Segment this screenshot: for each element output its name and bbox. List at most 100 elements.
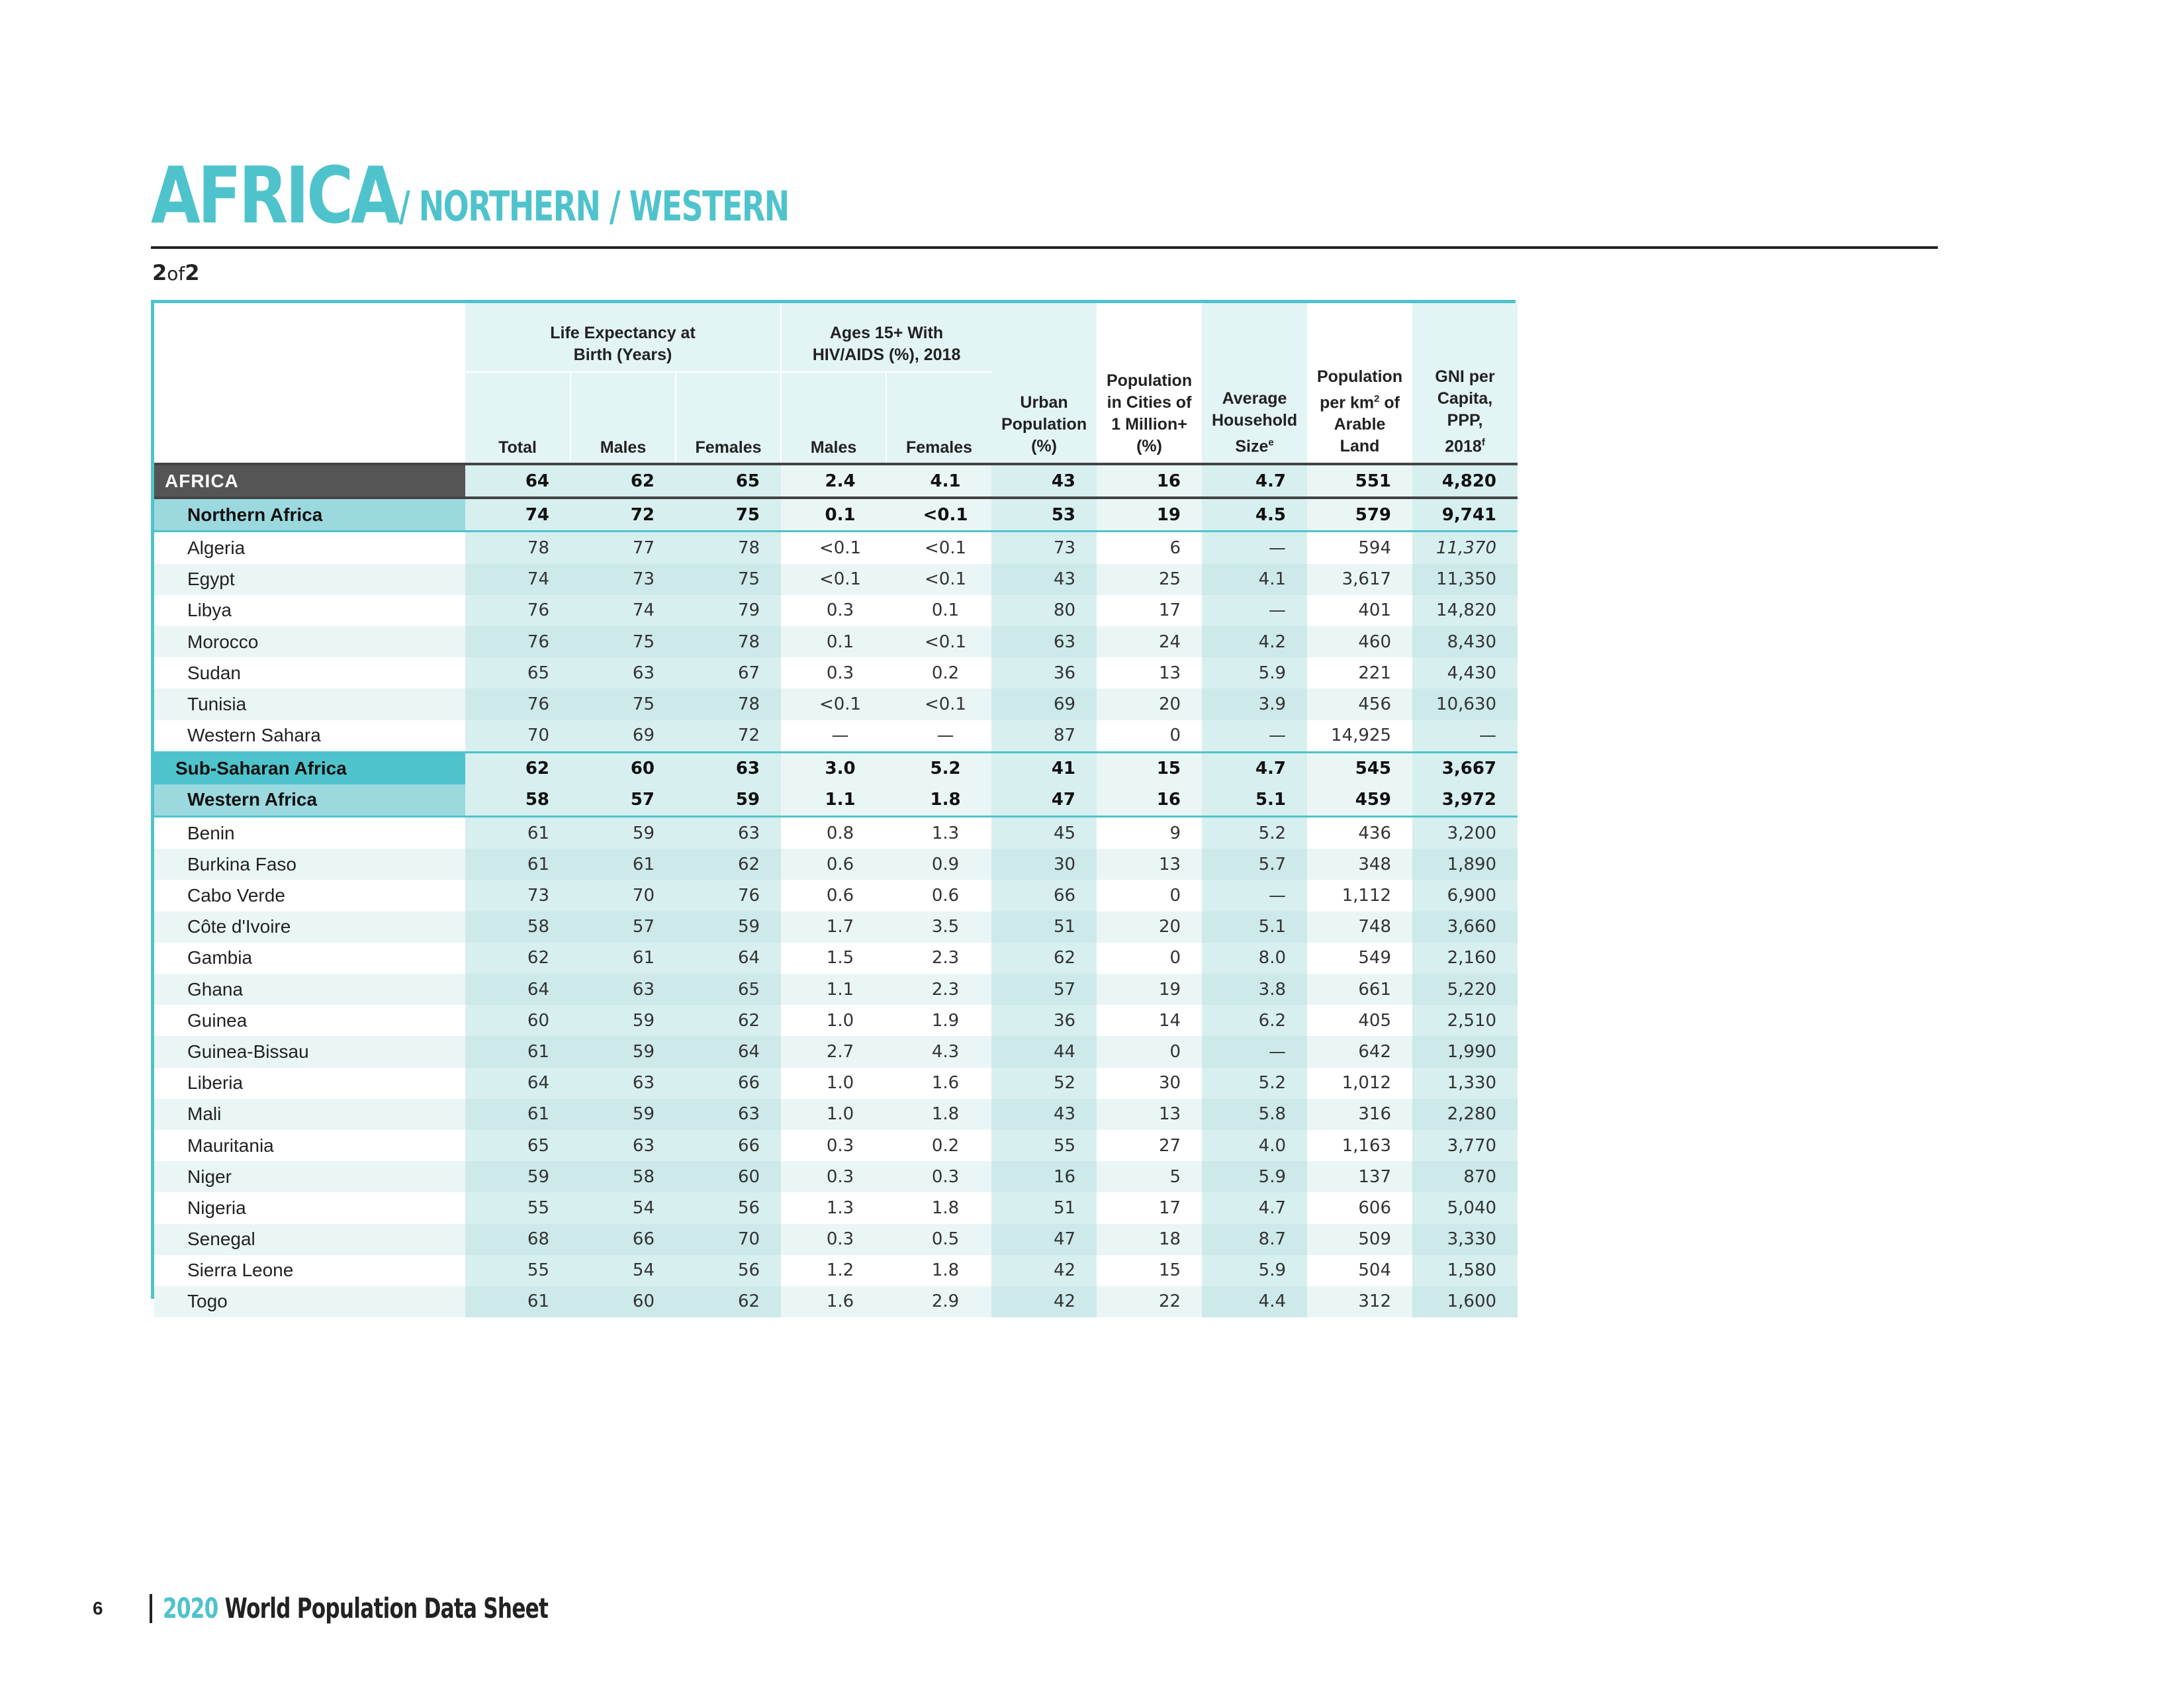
table-cell: 66: [570, 1223, 676, 1255]
table-cell: 436: [1307, 816, 1413, 849]
table-cell: 0.6: [781, 849, 887, 880]
table-cell: 42: [991, 1286, 1097, 1318]
table-cell: 1.8: [886, 1254, 992, 1286]
table-row: Mali 61 59 63 1.0 1.8 43 13 5.8 316 2,280: [154, 1098, 1518, 1130]
table-cell: 19: [1097, 974, 1203, 1006]
row-name: Niger: [154, 1161, 465, 1193]
table-cell: 11,350: [1412, 563, 1518, 595]
table-cell: 69: [570, 720, 676, 753]
table-cell: 53: [991, 498, 1097, 533]
table-cell: 57: [570, 784, 676, 818]
table-cell: 72: [570, 498, 676, 533]
table-cell: 24: [1097, 626, 1203, 658]
table-cell: 1.3: [781, 1192, 887, 1224]
table-row: Burkina Faso 61 61 62 0.6 0.9 30 13 5.7 348 1,890: [154, 849, 1518, 880]
table-cell: 549: [1307, 942, 1413, 974]
header-urban-population: Urban Population (%): [991, 303, 1097, 464]
header-gni-footnote: f: [1481, 436, 1485, 448]
header-gni: GNI per Capita, PPP, 2018f: [1412, 303, 1518, 464]
table-cell: 67: [676, 657, 782, 689]
table-cell: 63: [991, 626, 1097, 658]
table-cell: 5.9: [1202, 1161, 1308, 1193]
table-cell: 78: [676, 626, 782, 658]
table-cell: —: [781, 720, 887, 753]
data-table-container: Life Expectancy at Birth (Years) Ages 15…: [151, 300, 1518, 1318]
table-cell: 36: [991, 1005, 1097, 1037]
table-cell: 870: [1412, 1161, 1518, 1193]
table-cell: 0.3: [781, 657, 887, 689]
table-cell: 56: [676, 1192, 782, 1224]
table-cell: <0.1: [781, 688, 887, 720]
table-cell: 63: [570, 974, 676, 1006]
table-cell: 62: [676, 1286, 782, 1318]
table-cell: 1,990: [1412, 1036, 1518, 1068]
row-name: AFRICA: [154, 462, 465, 500]
table-row: Egypt 74 73 75 <0.1 <0.1 43 25 4.1 3,617 11,350: [154, 563, 1518, 595]
table-cell: 63: [676, 751, 782, 784]
table-cell: 64: [465, 1067, 570, 1099]
table-cell: 0.6: [886, 880, 992, 912]
footer-page-number: 6: [93, 1598, 103, 1618]
table-cell: 62: [465, 751, 570, 784]
table-cell: 59: [570, 1036, 676, 1068]
table-cell: 63: [570, 1129, 676, 1162]
table-cell: 20: [1097, 911, 1203, 943]
table-cell: 1,163: [1307, 1129, 1413, 1162]
table-cell: 59: [465, 1161, 570, 1193]
table-cell: 87: [991, 720, 1097, 753]
footer-year: 2020: [163, 1592, 218, 1624]
table-cell: 74: [570, 594, 676, 626]
table-cell: 73: [991, 531, 1097, 564]
title-divider: [151, 246, 1938, 249]
table-cell: 76: [465, 626, 570, 658]
page-indicator-of: of: [167, 263, 185, 285]
table-cell: 5.2: [1202, 816, 1308, 849]
table-cell: 14,820: [1412, 594, 1518, 626]
table-cell: 41: [991, 751, 1097, 784]
table-cell: 3,330: [1412, 1223, 1518, 1255]
row-name: Western Sahara: [154, 720, 465, 753]
row-name: Western Africa: [154, 784, 465, 818]
table-cell: 14,925: [1307, 720, 1413, 753]
table-cell: 221: [1307, 657, 1413, 689]
table-cell: —: [1202, 1036, 1308, 1068]
table-cell: 61: [465, 849, 570, 880]
table-cell: 504: [1307, 1254, 1413, 1286]
header-household-size: Average Household Sizee: [1202, 303, 1308, 464]
table-cell: 0.3: [781, 1161, 887, 1193]
table-cell: 19: [1097, 498, 1203, 533]
table-cell: 661: [1307, 974, 1413, 1006]
table-row: Cabo Verde 73 70 76 0.6 0.6 66 0—1,112 6,900: [154, 880, 1518, 912]
table-cell: 69: [991, 688, 1097, 720]
table-cell: 8.7: [1202, 1223, 1308, 1255]
table-cell: 51: [991, 911, 1097, 943]
page-subtitle: / NORTHERN / WESTERN: [399, 182, 790, 230]
header-household-text: Average Household Size: [1211, 389, 1298, 455]
table-cell: 63: [570, 1067, 676, 1099]
row-name: Sudan: [154, 657, 465, 689]
table-cell: 17: [1097, 594, 1203, 626]
table-cell: 5.9: [1202, 1254, 1308, 1286]
row-name: Gambia: [154, 942, 465, 974]
header-cities-million: Population in Cities of 1 Million+ (%): [1097, 303, 1203, 464]
table-cell: 5,040: [1412, 1192, 1518, 1224]
table-cell: 27: [1097, 1129, 1203, 1162]
table-cell: 594: [1307, 531, 1413, 564]
table-cell: 59: [570, 1005, 676, 1037]
table-cell: 51: [991, 1192, 1097, 1224]
row-name: Senegal: [154, 1223, 465, 1255]
row-name: Egypt: [154, 563, 465, 595]
table-cell: <0.1: [886, 626, 992, 658]
table-cell: 43: [991, 462, 1097, 500]
table-cell: 30: [1097, 1067, 1203, 1099]
table-cell: 3,200: [1412, 816, 1518, 849]
header-blank: [154, 303, 465, 464]
table-row: Ghana 64 63 65 1.1 2.3 57 19 3.8 661 5,220: [154, 974, 1518, 1006]
table-cell: —: [1202, 880, 1308, 912]
table-body: AFRICA 64 62 65 2.4 4.1 43 16 4.7 551 4,820 Norther…: [154, 462, 1518, 1318]
table-cell: 75: [570, 626, 676, 658]
header-hiv-aids: Ages 15+ With HIV/AIDS (%), 2018: [781, 303, 992, 373]
table-cell: 1,112: [1307, 880, 1413, 912]
row-name: Cabo Verde: [154, 880, 465, 912]
table-cell: 4.5: [1202, 498, 1308, 533]
